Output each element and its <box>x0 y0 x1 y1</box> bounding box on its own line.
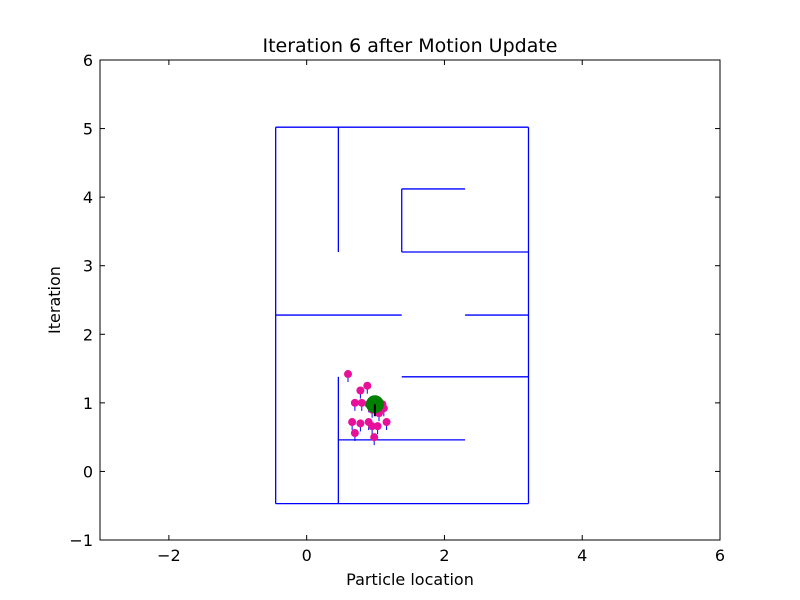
particle-point-0 <box>344 370 352 379</box>
x-tick-label-3: 4 <box>577 546 587 565</box>
particle-point-18 <box>350 429 359 438</box>
x-tick-label-2: 2 <box>439 546 449 565</box>
axis-ticks: −2 0 2 4 6 −1 0 1 2 3 4 5 6 <box>69 51 725 565</box>
y-tick-label-6: 5 <box>83 120 93 139</box>
x-axis-label: Particle location <box>346 570 474 589</box>
y-tick-label-5: 4 <box>83 188 93 207</box>
y-tick-label-7: 6 <box>83 51 93 70</box>
chart-title: Iteration 6 after Motion Update <box>262 35 557 57</box>
particle-point-2 <box>356 386 365 395</box>
particle-point-16 <box>373 422 382 431</box>
axes-frame <box>99 59 721 541</box>
particle-point-15 <box>368 422 377 431</box>
particle-point-19 <box>370 433 379 442</box>
particle-point-13 <box>356 419 365 428</box>
particle-point-17 <box>382 418 391 427</box>
y-tick-label-1: 0 <box>83 462 93 481</box>
x-tick-label-0: −2 <box>157 546 181 565</box>
y-tick-label-4: 3 <box>83 257 93 276</box>
y-tick-label-3: 2 <box>83 325 93 344</box>
x-tick-label-1: 0 <box>302 546 312 565</box>
particle-point-1 <box>363 381 372 390</box>
plot-content <box>275 126 530 505</box>
x-tick-label-4: 6 <box>715 546 725 565</box>
y-tick-label-0: −1 <box>69 531 93 550</box>
y-tick-label-2: 1 <box>83 394 93 413</box>
y-axis-label: Iteration <box>45 266 64 334</box>
particle-point-3 <box>350 398 359 407</box>
particle-point-12 <box>348 418 357 427</box>
particle-point-4 <box>357 398 366 407</box>
